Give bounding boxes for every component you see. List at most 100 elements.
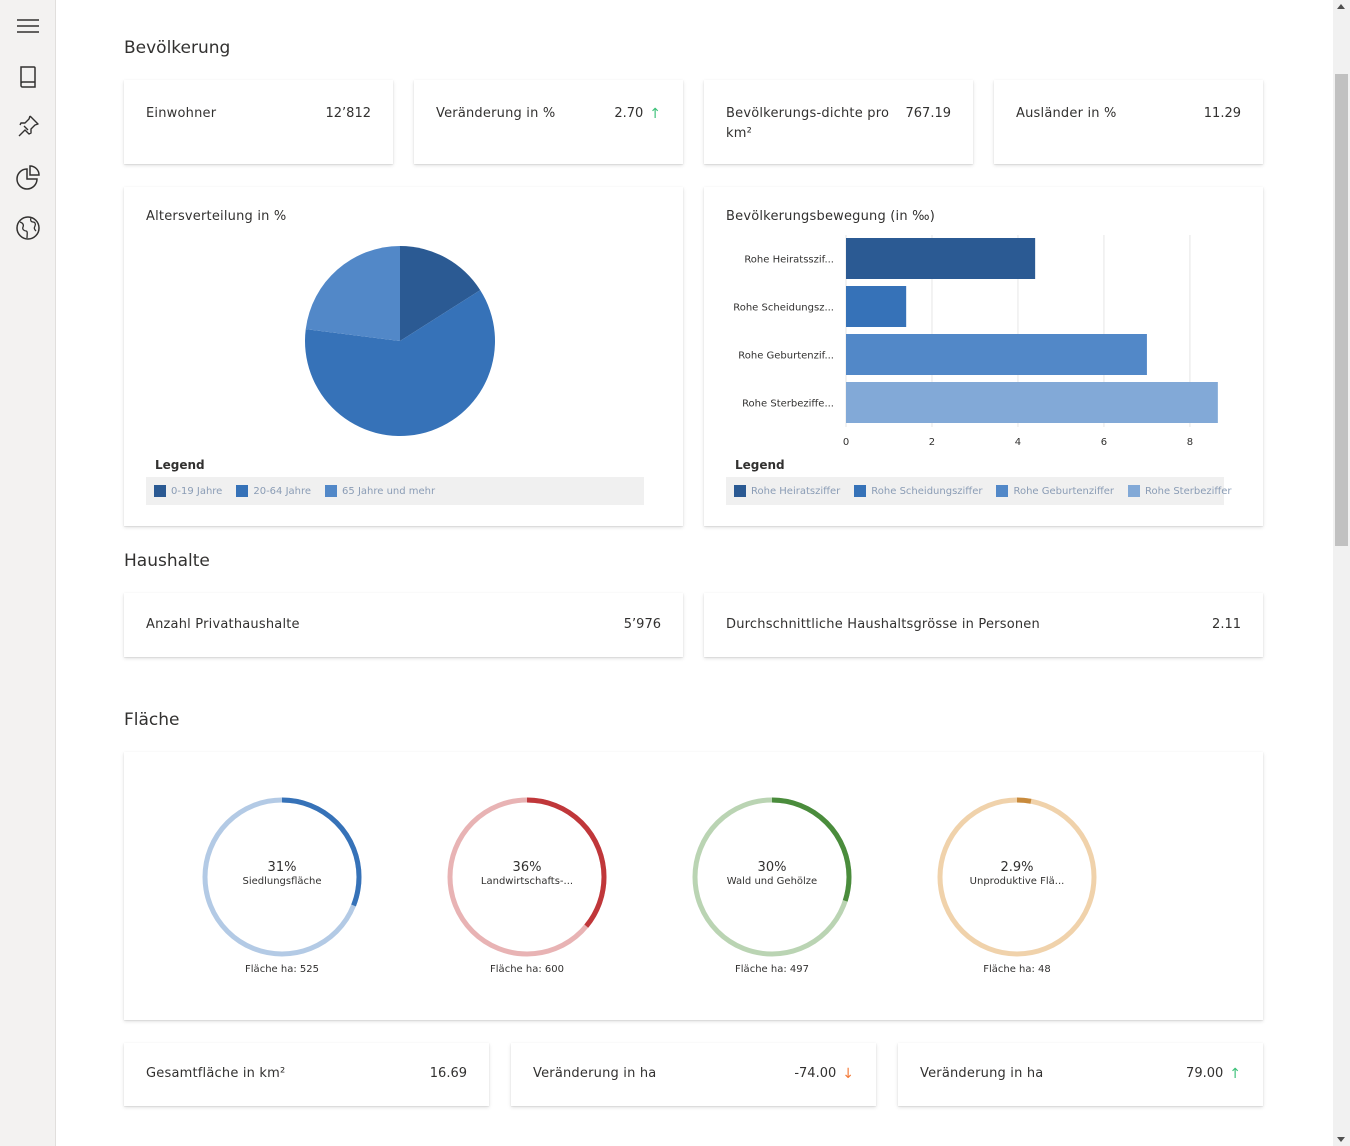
kpi-label: Veränderung in ha (920, 1066, 1044, 1081)
donut-value-arc (202, 797, 362, 957)
land-use-donut-card: 31% Siedlungsfläche Fläche ha: 525 36% Landw… (124, 752, 1263, 1020)
legend-swatch (1128, 485, 1141, 497)
hamburger-menu-icon (17, 19, 39, 33)
legend-label: Rohe Scheidungsziffer (871, 485, 983, 497)
legend-item[interactable]: 0-19 Jahre (154, 485, 222, 497)
donut-category-label: Unproduktive Flä... (969, 876, 1065, 887)
x-tick-label: 0 (843, 437, 849, 448)
pie-slice[interactable] (305, 246, 400, 341)
donut-percentage: 2.9% (1000, 860, 1034, 875)
land-use-donut[interactable]: 36% Landwirtschafts-... Fläche ha: 600 (442, 796, 612, 986)
vertical-scrollbar[interactable] (1333, 0, 1350, 1146)
movement-bar-chart[interactable]: 0 2 4 6 8 Rohe Heiratsszif... Rohe Scheidungsz… (704, 227, 1263, 457)
land-use-donut[interactable]: 2.9% Unproduktive Flä... Fläche ha: 48 (932, 796, 1102, 986)
donut-ring (692, 797, 852, 957)
hamburger-menu-button[interactable] (8, 6, 48, 46)
x-tick-label: 2 (929, 437, 935, 448)
legend-swatch (854, 485, 867, 497)
movement-chart-legend: Rohe Heiratsziffer Rohe Scheidungsziffer R… (726, 477, 1232, 505)
kpi-value: -74.00 ↓ (794, 1066, 854, 1082)
kpi-value: 16.69 (429, 1066, 467, 1081)
donut-ring (202, 797, 362, 957)
land-use-donut[interactable]: 31% Siedlungsfläche Fläche ha: 525 (197, 796, 367, 986)
legend-swatch (154, 485, 166, 497)
kpi-value: 12’812 (325, 106, 372, 121)
kpi-label: Bevölkerungs-dichte pro km² (726, 106, 890, 141)
donut-percentage: 36% (512, 860, 542, 875)
kpi-card-foreigners: Ausländer in % 11.29 (994, 80, 1263, 164)
legend-swatch (325, 485, 338, 497)
donut-value-arc (447, 797, 607, 957)
kpi-card-population-change: Veränderung in % 2.70 ↑ (414, 80, 683, 164)
sidebar (0, 0, 56, 1146)
legend-label: 0-19 Jahre (171, 485, 223, 497)
x-tick-label: 6 (1101, 437, 1107, 448)
donut-percentage: 31% (267, 860, 297, 875)
legend-label: Rohe Sterbeziffer (1145, 485, 1232, 497)
kpi-value: 11.29 (1203, 106, 1241, 121)
kpi-value: 2.11 (1212, 617, 1241, 632)
trend-up-arrow-icon: ↑ (1229, 1066, 1241, 1082)
donut-category-label: Siedlungsfläche (242, 876, 322, 887)
x-tick-label: 8 (1187, 437, 1193, 448)
legend-item[interactable]: 20-64 Jahre (236, 485, 311, 497)
kpi-value: 5’976 (623, 617, 661, 632)
legend-item[interactable]: 65 Jahre und mehr (325, 485, 435, 497)
section-title-area: Fläche (124, 710, 180, 730)
pie-chart-icon (16, 165, 40, 190)
trend-down-arrow-icon: ↓ (842, 1066, 854, 1082)
kpi-card-inhabitants: Einwohner 12’812 (124, 80, 393, 164)
kpi-label: Gesamtfläche in km² (146, 1066, 286, 1081)
bar[interactable] (846, 286, 907, 327)
nav-globe-button[interactable] (8, 208, 48, 248)
kpi-label: Veränderung in % (436, 106, 556, 121)
y-category-label: Rohe Scheidungsz... (733, 303, 834, 314)
donut-category-label: Landwirtschafts-... (480, 876, 574, 887)
kpi-label: Veränderung in ha (533, 1066, 657, 1081)
donut-area-footer: Fläche ha: 600 (490, 964, 564, 975)
nav-pin-button[interactable] (8, 106, 48, 146)
pie-slice[interactable] (400, 246, 481, 341)
age-distribution-chart-card: Altersverteilung in % Legend 0-19 Jahre 2… (124, 187, 683, 526)
bar[interactable] (846, 382, 1218, 423)
legend-item[interactable]: Rohe Geburtenziffer (996, 485, 1114, 497)
legend-label: 20-64 Jahre (253, 485, 312, 497)
kpi-card-population-density: Bevölkerungs-dichte pro km² 767.19 (704, 80, 973, 164)
legend-label: 65 Jahre und mehr (342, 485, 436, 497)
land-use-donut[interactable]: 30% Wald und Gehölze Fläche ha: 497 (687, 796, 857, 986)
donut-area-footer: Fläche ha: 525 (245, 964, 319, 975)
bar[interactable] (846, 238, 1036, 279)
scroll-down-arrow-icon[interactable] (1337, 1137, 1345, 1142)
book-icon (20, 66, 36, 88)
legend-label: Rohe Heiratsziffer (751, 485, 841, 497)
legend-item[interactable]: Rohe Scheidungsziffer (854, 485, 982, 497)
kpi-label: Durchschnittliche Haushaltsgrösse in Per… (726, 617, 1040, 632)
legend-item[interactable]: Rohe Heiratsziffer (734, 485, 840, 497)
donut-area-footer: Fläche ha: 48 (983, 964, 1051, 975)
kpi-card-household-size: Durchschnittliche Haushaltsgrösse in Per… (704, 593, 1263, 657)
legend-item[interactable]: Rohe Sterbeziffer (1128, 485, 1232, 497)
pie-slice[interactable] (305, 290, 495, 436)
scroll-up-arrow-icon[interactable] (1337, 4, 1345, 9)
legend-swatch (236, 485, 249, 497)
bar[interactable] (846, 334, 1147, 375)
legend-swatch (734, 485, 746, 497)
donut-category-label: Wald und Gehölze (726, 876, 818, 887)
y-category-label: Rohe Heiratsszif... (744, 255, 834, 266)
age-pie-chart[interactable] (124, 227, 683, 507)
nav-chart-button[interactable] (8, 157, 48, 197)
kpi-card-area-change-down: Veränderung in ha -74.00 ↓ (511, 1043, 876, 1106)
kpi-label: Anzahl Privathaushalte (146, 617, 300, 632)
nav-book-button[interactable] (8, 57, 48, 97)
legend-swatch (996, 485, 1009, 497)
y-category-label: Rohe Sterbeziffe... (742, 399, 834, 410)
kpi-value: 2.70 ↑ (614, 106, 661, 122)
pin-icon (18, 115, 39, 137)
x-tick-label: 4 (1015, 437, 1021, 448)
donut-area-footer: Fläche ha: 497 (735, 964, 809, 975)
scrollbar-thumb[interactable] (1335, 74, 1348, 546)
donut-percentage: 30% (757, 860, 787, 875)
trend-up-arrow-icon: ↑ (649, 106, 661, 122)
section-title-households: Haushalte (124, 551, 210, 571)
kpi-value: 79.00 ↑ (1186, 1066, 1241, 1082)
